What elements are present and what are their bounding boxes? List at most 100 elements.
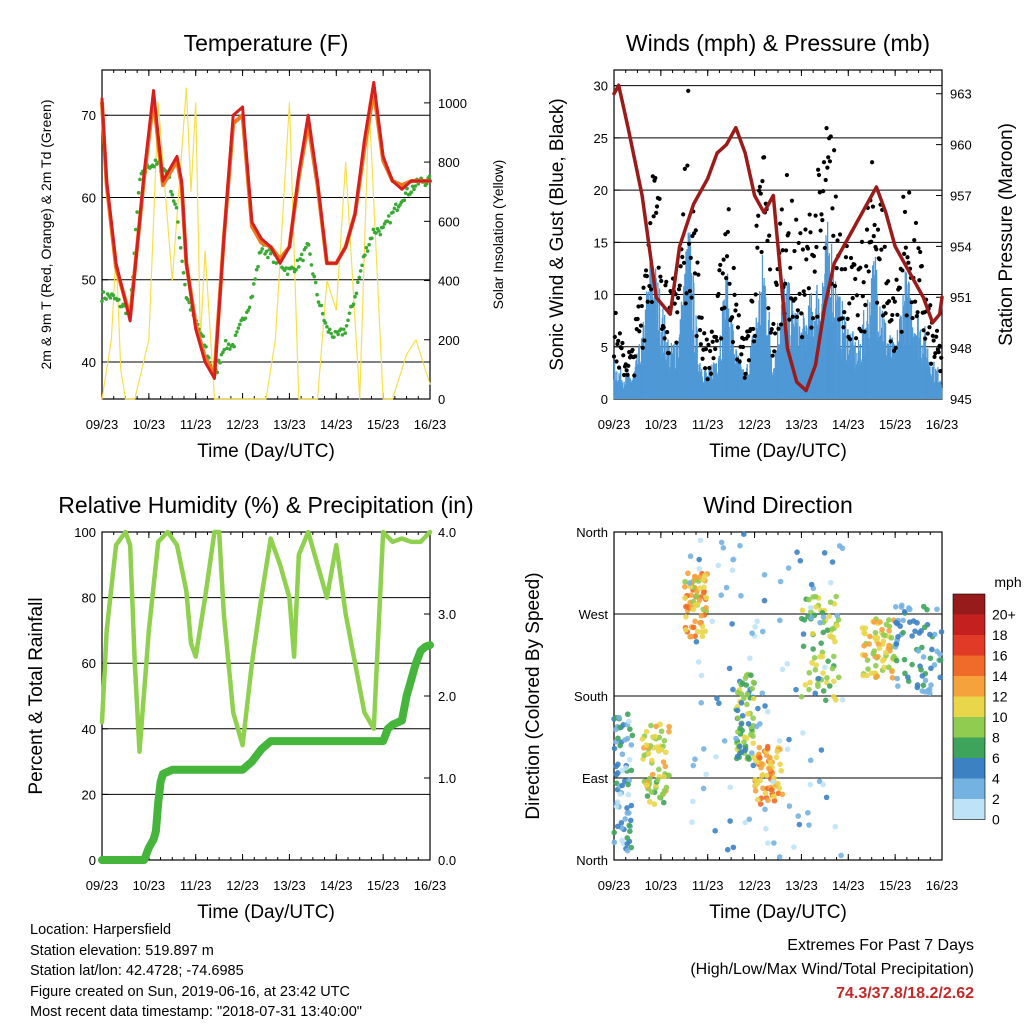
- direction-point: [703, 605, 709, 611]
- dewpoint-point: [347, 311, 352, 316]
- direction-point: [724, 846, 731, 853]
- y-right-tick-label: 600: [438, 214, 460, 229]
- direction-point: [749, 750, 755, 756]
- gust-point: [827, 159, 833, 164]
- direction-point: [886, 664, 892, 671]
- gust-point: [746, 358, 752, 363]
- gust-point: [897, 285, 903, 291]
- gust-point: [630, 347, 635, 353]
- direction-point: [868, 670, 875, 676]
- y-right-axis-label: Solar Insolation (Yellow): [490, 160, 506, 310]
- direction-point: [611, 745, 618, 752]
- gust-point: [695, 260, 700, 265]
- direction-point: [750, 740, 757, 747]
- direction-point: [874, 673, 880, 680]
- y-tick-label: 100: [74, 525, 96, 540]
- direction-point: [682, 583, 688, 590]
- direction-point: [770, 779, 776, 785]
- direction-point: [692, 618, 698, 625]
- direction-point: [928, 665, 934, 672]
- direction-point: [866, 641, 872, 647]
- direction-point: [776, 785, 783, 792]
- dewpoint-point: [294, 267, 298, 272]
- gust-point: [816, 167, 821, 172]
- y-tick-label: 50: [82, 273, 96, 288]
- colorbar-swatch: [953, 717, 985, 738]
- direction-point: [834, 612, 841, 619]
- colorbar-swatch: [953, 758, 985, 779]
- direction-point: [685, 570, 691, 577]
- direction-point: [641, 752, 648, 759]
- dewpoint-point: [332, 335, 336, 339]
- dewpoint-point: [363, 253, 367, 257]
- direction-point: [628, 767, 635, 774]
- colorbar-tick-label: 10: [992, 709, 1008, 725]
- gust-point: [858, 265, 863, 270]
- direction-point: [618, 820, 625, 826]
- direction-point: [829, 559, 836, 565]
- direction-point: [827, 633, 833, 639]
- direction-point: [744, 691, 751, 698]
- direction-point: [807, 679, 813, 686]
- gust-point: [678, 264, 683, 269]
- direction-point: [907, 606, 913, 613]
- gust-point: [684, 291, 689, 296]
- gust-point: [795, 308, 800, 313]
- direction-point: [700, 746, 707, 752]
- gust-point: [685, 163, 690, 168]
- direction-point: [919, 644, 925, 651]
- direction-point: [881, 664, 887, 671]
- gust-point: [645, 299, 650, 304]
- direction-point: [623, 765, 629, 771]
- direction-point: [741, 739, 747, 745]
- gust-point: [904, 313, 909, 318]
- gust-point: [682, 166, 687, 172]
- direction-point: [761, 597, 768, 604]
- gust-point: [637, 329, 642, 334]
- gust-point: [848, 337, 853, 342]
- direction-point: [742, 819, 749, 826]
- gust-point: [663, 283, 668, 288]
- dewpoint-point: [343, 331, 347, 335]
- y-tick-label: North: [576, 525, 608, 540]
- dewpoint-point: [386, 214, 391, 218]
- x-tick-label: 11/23: [180, 878, 212, 893]
- gust-point: [783, 281, 788, 286]
- direction-point: [726, 665, 733, 672]
- dewpoint-point: [228, 347, 232, 351]
- y-axis-label: Sonic Wind & Gust (Blue, Black): [547, 98, 568, 370]
- gust-point: [778, 221, 783, 226]
- colorbar-tick-label: 20+: [992, 607, 1016, 623]
- direction-point: [819, 649, 826, 656]
- direction-point: [824, 627, 831, 633]
- gust-point: [814, 244, 819, 250]
- y-right-tick-label: 1.0: [438, 771, 456, 786]
- direction-point: [785, 565, 792, 571]
- colorbar-tick-label: 2: [992, 791, 1000, 807]
- direction-point: [820, 688, 827, 694]
- dewpoint-point: [374, 231, 378, 235]
- y-tick-label: 25: [594, 131, 608, 146]
- x-tick-label: 14/23: [320, 878, 353, 893]
- gust-point: [766, 306, 771, 311]
- direction-point: [727, 818, 733, 824]
- direction-point: [701, 572, 708, 579]
- gust-point: [939, 355, 944, 360]
- gust-point: [821, 160, 827, 165]
- direction-point: [730, 686, 736, 693]
- dewpoint-point: [111, 293, 116, 298]
- gust-point: [784, 172, 790, 178]
- gust-point: [863, 302, 868, 308]
- y-right-tick-label: 1000: [438, 96, 467, 111]
- y-tick-label: 70: [82, 108, 96, 123]
- chart-title: Relative Humidity (%) & Precipitation (i…: [58, 492, 473, 518]
- gust-point: [792, 248, 797, 254]
- gust-point: [866, 269, 871, 274]
- direction-point: [662, 763, 669, 770]
- dewpoint-point: [169, 189, 173, 194]
- x-tick-label: 12/23: [738, 878, 771, 893]
- direction-point: [756, 744, 763, 751]
- dewpoint-point: [398, 203, 402, 207]
- gust-point: [869, 239, 874, 244]
- gust-point: [686, 88, 691, 93]
